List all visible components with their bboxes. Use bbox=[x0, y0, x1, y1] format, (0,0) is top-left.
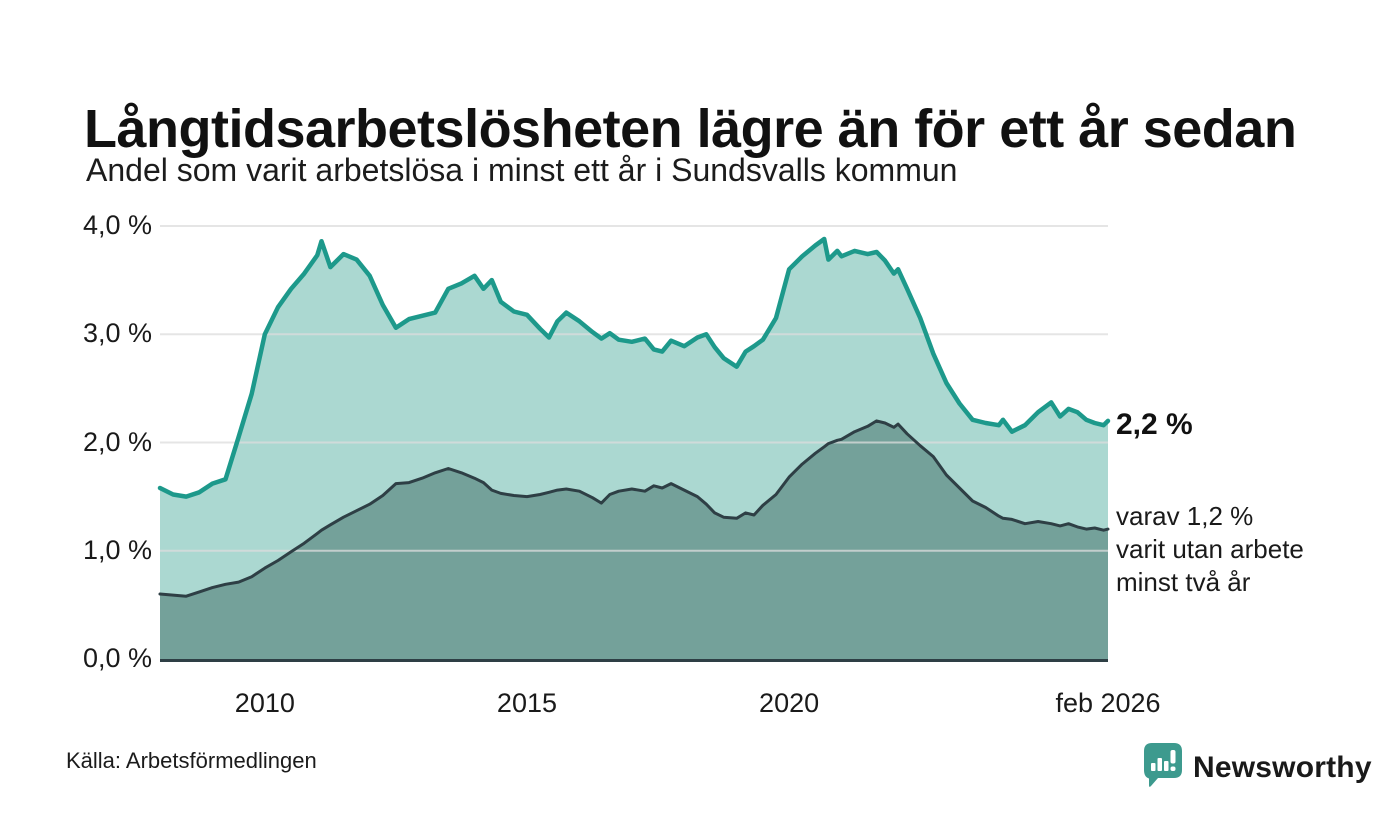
two-year-note-line: minst två år bbox=[1116, 567, 1251, 597]
line-total bbox=[157, 236, 1111, 499]
two-year-note: varav 1,2 % varit utan arbete minst två … bbox=[1116, 500, 1304, 599]
line-two-year bbox=[158, 419, 1110, 598]
newsworthy-wordmark: Newsworthy bbox=[1193, 750, 1372, 784]
newsworthy-logo[interactable]: Newsworthy bbox=[1143, 742, 1372, 793]
page-subtitle: Andel som varit arbetslösa i minst ett å… bbox=[86, 152, 958, 188]
x-axis-tick-labels: 2010 2015 2020 feb 2026 bbox=[0, 688, 1400, 728]
y-tick-label: 0,0 % bbox=[82, 643, 152, 673]
two-year-note-line: varit utan arbete bbox=[1116, 534, 1304, 564]
latest-total-label: 2,2 % bbox=[1116, 408, 1193, 441]
x-tick-label: 2020 bbox=[759, 688, 820, 718]
source-caption: Källa: Arbetsförmedlingen bbox=[66, 748, 317, 773]
y-tick-label: 1,0 % bbox=[82, 534, 152, 565]
y-tick-label: 3,0 % bbox=[82, 318, 152, 349]
two-year-note-line: varav 1,2 % bbox=[1116, 501, 1254, 531]
page-title: Långtidsarbetslösheten lägre än för ett … bbox=[84, 99, 1297, 160]
area-two-year bbox=[160, 420, 1108, 659]
newsworthy-pin-icon bbox=[1143, 742, 1183, 793]
y-tick-label: 4,0 % bbox=[82, 210, 152, 240]
y-axis-tick-labels: 0,0 % 1,0 % 2,0 % 3,0 % 4,0 % bbox=[0, 0, 160, 840]
x-tick-label: 2015 bbox=[496, 688, 557, 718]
y-tick-label: 2,0 % bbox=[82, 426, 152, 457]
x-tick-label: 2010 bbox=[234, 688, 295, 718]
x-tick-label: feb 2026 bbox=[1055, 688, 1161, 718]
